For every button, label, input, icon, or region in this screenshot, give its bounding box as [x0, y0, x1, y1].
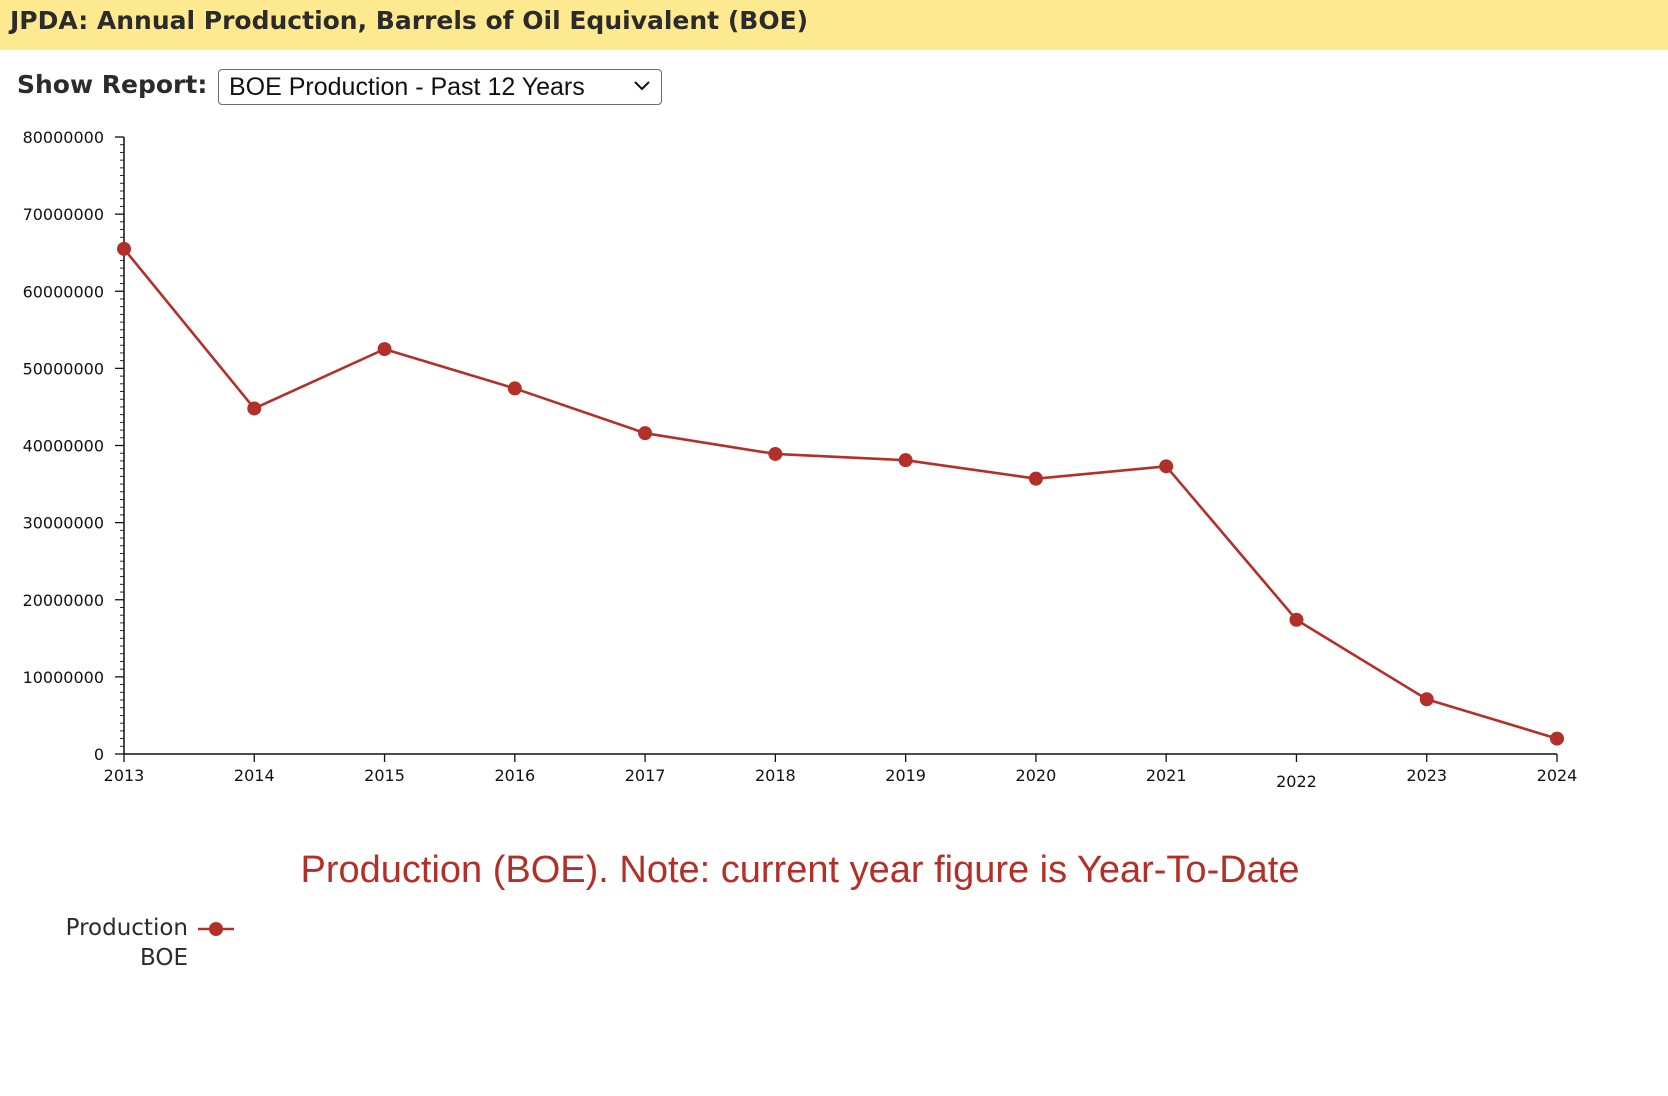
legend-label-line-2: BOE	[140, 945, 188, 971]
page-title: JPDA: Annual Production, Barrels of Oil …	[10, 6, 809, 35]
x-tick-label: 2015	[364, 766, 405, 785]
data-point	[117, 241, 131, 256]
show-report-label: Show Report:	[17, 70, 208, 99]
y-tick-label: 0	[94, 745, 104, 764]
data-point	[1289, 612, 1304, 627]
series-production-boe	[117, 241, 1564, 746]
x-tick-label: 2023	[1406, 766, 1447, 785]
x-tick-label: 2022	[1276, 772, 1317, 791]
x-axis-tick-labels: 2013 2014 2015 2016 2017 2018 2019 2020 2021 2022…	[104, 766, 1578, 791]
series-line	[122, 248, 1558, 740]
x-tick-label: 2017	[625, 766, 666, 785]
data-point	[1550, 731, 1564, 746]
data-point	[247, 401, 262, 416]
data-point	[507, 381, 522, 396]
y-tick-label: 70000000	[23, 205, 104, 224]
data-point	[1028, 471, 1043, 486]
legend-marker-swatch	[209, 922, 223, 936]
data-point	[768, 446, 783, 461]
data-point	[377, 342, 392, 357]
y-tick-label: 40000000	[23, 437, 104, 456]
chart-title: Production (BOE). Note: current year fig…	[300, 849, 1299, 891]
x-tick-label: 2018	[755, 766, 796, 785]
x-tick-label: 2019	[885, 766, 926, 785]
y-tick-label: 80000000	[23, 128, 104, 147]
report-select-value: BOE Production - Past 12 Years	[229, 73, 585, 101]
data-point	[1159, 459, 1174, 474]
x-tick-label: 2013	[104, 766, 145, 785]
y-axis-tick-labels: 0 10000000 20000000 30000000 40000000 5000000…	[23, 128, 104, 764]
y-tick-label: 50000000	[23, 359, 104, 378]
chart-axes	[115, 136, 1558, 762]
y-tick-label: 20000000	[23, 591, 104, 610]
chart-legend: Production BOE	[66, 915, 234, 971]
x-tick-label: 2024	[1537, 766, 1578, 785]
y-tick-label: 60000000	[23, 282, 104, 301]
x-tick-label: 2016	[494, 766, 535, 785]
header-bar: JPDA: Annual Production, Barrels of Oil …	[0, 0, 1668, 50]
chevron-down-icon	[634, 81, 650, 91]
report-select[interactable]: BOE Production - Past 12 Years	[218, 69, 662, 105]
data-point	[1419, 692, 1434, 707]
legend-label-line-1: Production	[66, 915, 188, 941]
data-point	[638, 426, 653, 441]
x-tick-label: 2020	[1016, 766, 1057, 785]
y-tick-label: 30000000	[23, 514, 104, 533]
y-tick-label: 10000000	[23, 668, 104, 687]
x-tick-label: 2014	[234, 766, 275, 785]
x-tick-label: 2021	[1146, 766, 1187, 785]
data-point	[898, 453, 913, 468]
